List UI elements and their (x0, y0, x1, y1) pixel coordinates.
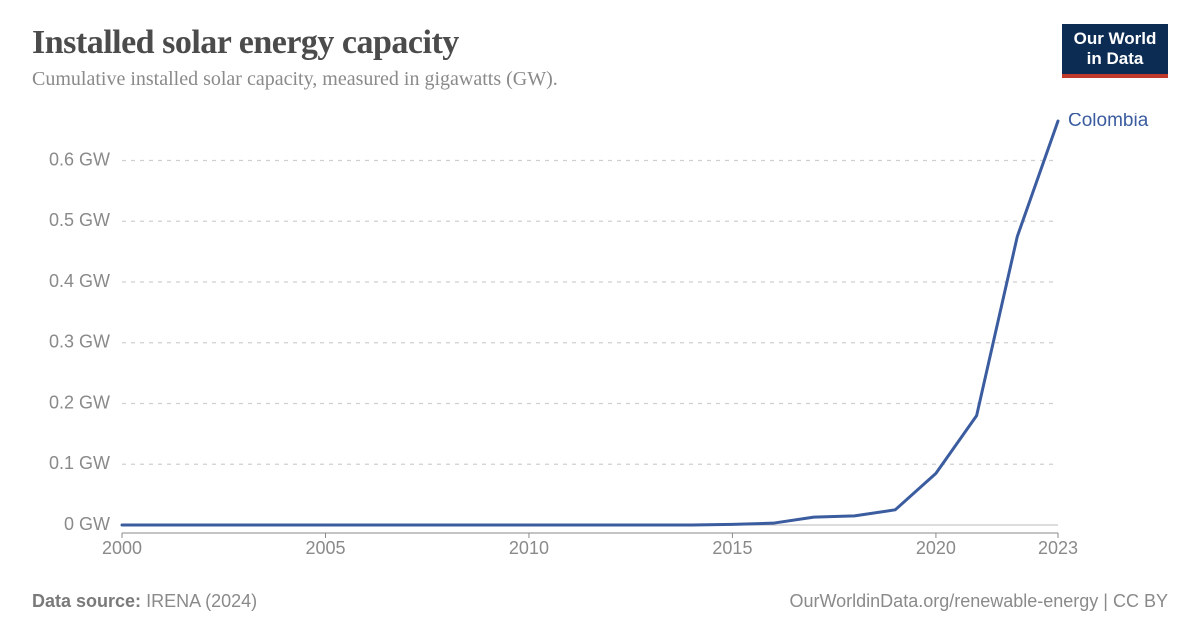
chart-title: Installed solar energy capacity (32, 24, 1168, 62)
data-source: Data source: IRENA (2024) (32, 591, 257, 612)
attribution: OurWorldinData.org/renewable-energy | CC… (789, 591, 1168, 612)
line-chart-svg: 0 GW 0.1 GW 0.2 GW 0.3 GW 0.4 GW 0.5 GW 0.6 GW… (32, 113, 1168, 563)
chart-area: 0 GW 0.1 GW 0.2 GW 0.3 GW 0.4 GW 0.5 GW 0.6 GW… (32, 113, 1168, 563)
x-tick-label: 2023 (1038, 538, 1078, 558)
header: Installed solar energy capacity Cumulati… (32, 24, 1168, 91)
x-tick-label: 2015 (712, 538, 752, 558)
x-tick-label: 2000 (102, 538, 142, 558)
owid-logo: Our World in Data (1062, 24, 1168, 78)
series-label: Colombia (1068, 113, 1149, 131)
footer: Data source: IRENA (2024) OurWorldinData… (32, 591, 1168, 612)
y-tick-label: 0.6 GW (49, 149, 110, 169)
chart-subtitle: Cumulative installed solar capacity, mea… (32, 68, 1168, 91)
y-tick-label: 0.1 GW (49, 453, 110, 473)
x-tick-label: 2020 (916, 538, 956, 558)
logo-line2: in Data (1087, 49, 1144, 69)
y-tick-label: 0.4 GW (49, 271, 110, 291)
chart-card: Installed solar energy capacity Cumulati… (0, 0, 1200, 628)
y-tick-label: 0 GW (64, 514, 110, 534)
data-source-value: IRENA (2024) (146, 591, 257, 611)
data-source-label: Data source: (32, 591, 141, 611)
y-tick-label: 0.2 GW (49, 392, 110, 412)
x-tick-label: 2010 (509, 538, 549, 558)
y-tick-label: 0.3 GW (49, 332, 110, 352)
x-tick-label: 2005 (305, 538, 345, 558)
y-tick-label: 0.5 GW (49, 210, 110, 230)
logo-line1: Our World (1074, 29, 1157, 49)
